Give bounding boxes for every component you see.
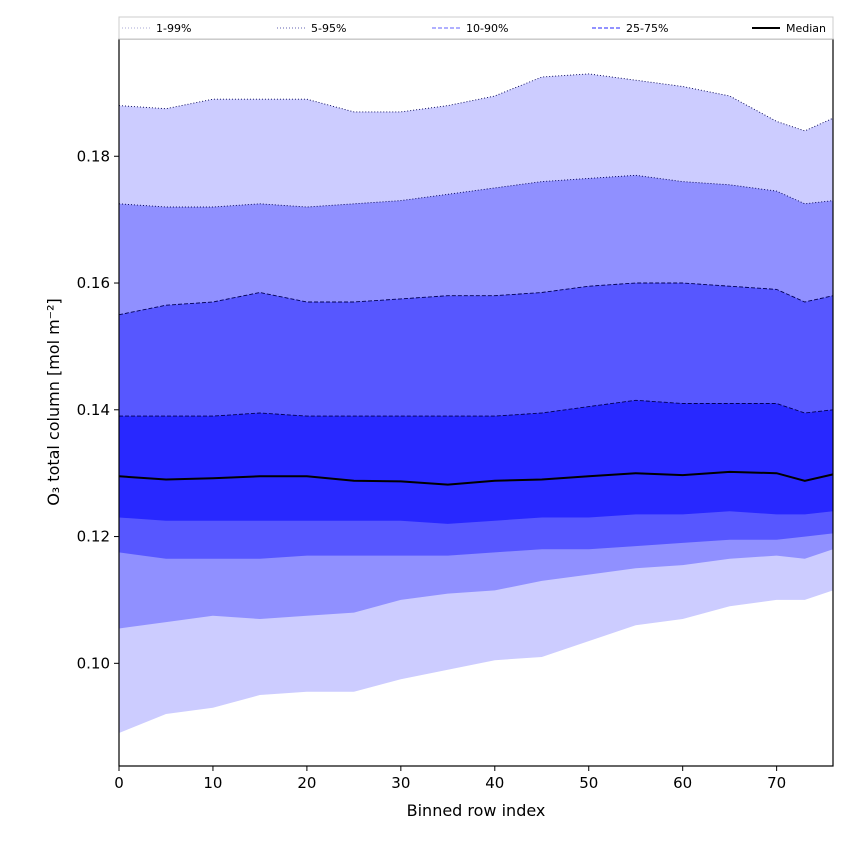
x-tick-label-20: 20 — [297, 774, 316, 792]
x-tick-label-40: 40 — [485, 774, 504, 792]
x-tick-label-70: 70 — [767, 774, 786, 792]
bands-layer — [118, 73, 834, 733]
x-tick-label-60: 60 — [673, 774, 692, 792]
y-tick-label-0.16: 0.16 — [77, 274, 110, 292]
legend-items: 1-99% 5-95% 10-90% 25-75% Median — [122, 22, 826, 35]
legend-label-10-90: 10-90% — [466, 22, 508, 35]
legend-label-5-95: 5-95% — [311, 22, 346, 35]
y-tick-label-0.18: 0.18 — [77, 147, 110, 165]
median-line — [118, 470, 834, 486]
band-25-75 — [119, 400, 833, 524]
y-tick-label-0.14: 0.14 — [77, 401, 110, 419]
x-axis-label: Binned row index — [407, 801, 546, 820]
y-tick-label-0.12: 0.12 — [77, 528, 110, 546]
y-tick-label-0.10: 0.10 — [77, 654, 110, 672]
y-axis-label: O₃ total column [mol m⁻²] — [44, 298, 63, 506]
y-axis: 0.10 0.12 0.14 0.16 0.18 — [77, 147, 119, 672]
legend: 1-99% 5-95% 10-90% 25-75% Median — [118, 16, 834, 40]
band-1-99-upper-edge — [118, 73, 834, 132]
x-axis: 0 10 20 30 40 50 60 70 — [114, 766, 786, 792]
legend-box — [118, 16, 834, 40]
x-tick-label-30: 30 — [391, 774, 410, 792]
x-tick-label-10: 10 — [203, 774, 222, 792]
x-tick-label-50: 50 — [579, 774, 598, 792]
band-10-90-upper-edge — [118, 282, 834, 316]
median-layer — [118, 470, 834, 486]
legend-label-Median: Median — [786, 22, 826, 35]
legend-label-25-75: 25-75% — [626, 22, 668, 35]
band-25-75-upper-edge — [119, 399, 834, 417]
x-tick-label-0: 0 — [114, 774, 124, 792]
legend-label-1-99: 1-99% — [156, 22, 191, 35]
